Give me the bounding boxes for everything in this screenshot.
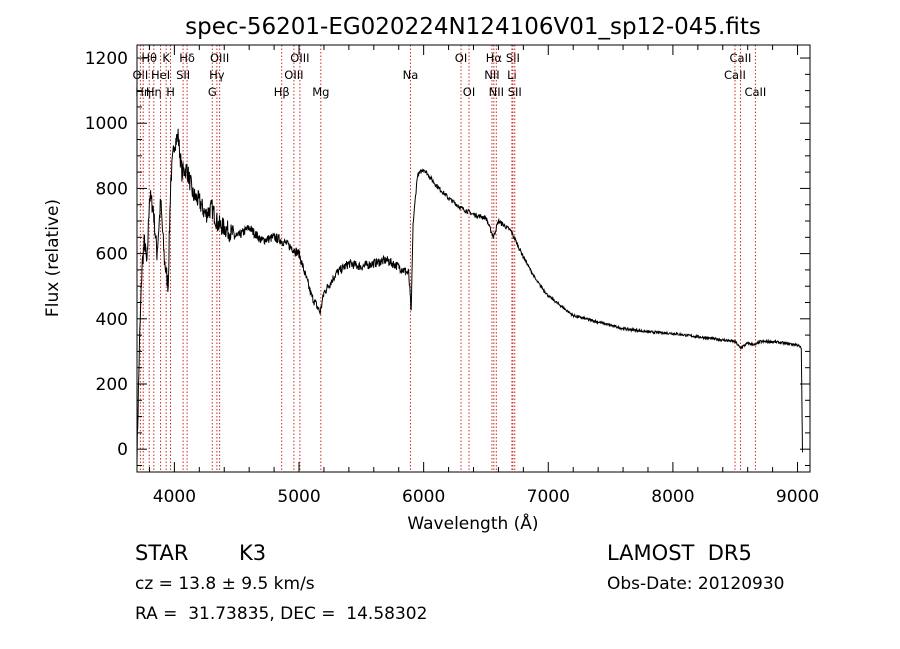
x-tick-label: 4000: [153, 487, 196, 507]
y-tick-label: 1200: [85, 49, 128, 69]
spectral-line-label: Hη: [146, 85, 162, 99]
y-tick-label: 0: [117, 440, 128, 460]
spectral-line-label: K: [162, 51, 170, 65]
y-tick-label: 600: [96, 245, 128, 265]
x-axis-label: Wavelength (Å): [407, 512, 538, 534]
x-tick-label: 9000: [776, 487, 819, 507]
spectral-line-label: G: [208, 85, 217, 99]
x-tick-label: 7000: [527, 487, 570, 507]
axes-layer: 4000 5000 6000 7000 8000 9000 0 200 400 600 800 100…: [85, 45, 819, 507]
spectral-line-label: SII: [506, 51, 520, 65]
y-tick-label: 200: [96, 375, 128, 395]
y-tick-label: 400: [96, 310, 128, 330]
plot-frame: [136, 44, 811, 473]
x-tick-label: 6000: [402, 487, 445, 507]
x-tick-label: 5000: [277, 487, 320, 507]
spectral-line-label: Hα: [486, 51, 503, 65]
spectral-line-label: Hγ: [209, 68, 225, 82]
spectral-line-label: CaII: [724, 68, 746, 82]
survey-name: LAMOST DR5: [607, 541, 752, 565]
object-subclass: K3: [239, 541, 267, 565]
spectral-line-label: NII: [489, 85, 504, 99]
spectral-line-label: Li: [507, 68, 517, 82]
coordinates: RA = 31.73835, DEC = 14.58302: [135, 604, 428, 624]
spectral-line-label: Na: [403, 68, 419, 82]
y-tick-label: 1000: [85, 114, 128, 134]
redshift-value: cz = 13.8 ± 9.5 km/s: [135, 574, 315, 594]
spectral-line-label: H: [166, 85, 175, 99]
observation-date: Obs-Date: 20120930: [607, 574, 785, 594]
spectral-line-label: HeI: [151, 68, 170, 82]
spectral-line-label: CaII: [730, 51, 752, 65]
spectral-line-label: Hη: [135, 85, 151, 99]
spectral-line-label: NII: [484, 68, 499, 82]
y-tick-label: 800: [96, 179, 128, 199]
chart-title: spec-56201-EG020224N124106V01_sp12-045.f…: [185, 14, 761, 40]
spectral-line-label: OIII: [290, 51, 309, 65]
spectral-line-label: Hβ: [274, 85, 290, 99]
series-layer: [136, 128, 803, 466]
spectral-line-label: OIII: [210, 51, 229, 65]
y-axis-label: Flux (relative): [43, 199, 63, 317]
spectrum-series-line: [136, 128, 803, 466]
object-class: STAR: [135, 541, 189, 565]
x-tick-label: 8000: [651, 487, 694, 507]
spectral-line-label: OIII: [284, 68, 303, 82]
spectral-line-label: OII: [132, 68, 148, 82]
spectral-line-label: Mg: [312, 85, 329, 99]
spectral-lines-layer: OIIHηHθHηHeIKHSIIHδGHγOIIIHβOIIIOIIIMgNa…: [132, 45, 766, 472]
spectral-line-label: SII: [508, 85, 522, 99]
spectral-line-label: OI: [455, 51, 467, 65]
spectral-line-label: OI: [463, 85, 475, 99]
spectral-line-label: Hθ: [141, 51, 157, 65]
spectral-line-label: SII: [176, 68, 190, 82]
spectral-line-label: CaII: [744, 85, 766, 99]
spectral-line-label: Hδ: [179, 51, 195, 65]
